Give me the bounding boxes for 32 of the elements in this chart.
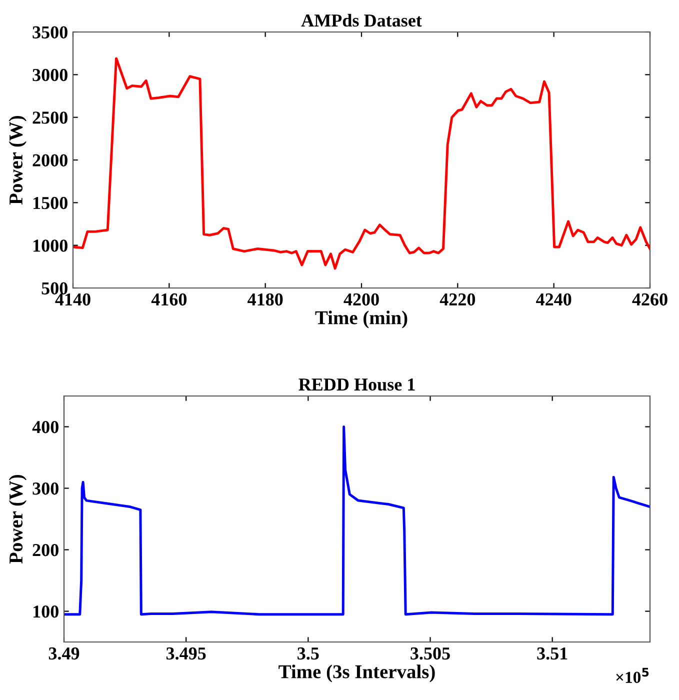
y-axis-title: Power (W) (8, 474, 26, 564)
line-series (64, 426, 650, 616)
x-tick-label: 4160 (151, 293, 187, 306)
y-tick-label: 400 (32, 421, 58, 434)
y-tick-label: 100 (34, 606, 58, 618)
y-tick-label: 2500 (32, 112, 68, 124)
x-tick-label: 4260 (632, 293, 668, 306)
y-tick-label: 3500 (32, 26, 68, 38)
x-axis-title: Time (min) (315, 310, 408, 328)
y-tick-label: 300 (32, 482, 58, 495)
y-tick-label: 500 (42, 282, 68, 294)
x-tick-label: 3.495 (166, 647, 206, 660)
y-tick-label: 2000 (32, 154, 68, 166)
x-tick-label: 4200 (344, 293, 379, 306)
x-tick-label: 3.5 (298, 647, 319, 660)
text: ×10$^{5}$ (616, 668, 649, 683)
y-tick-label: 1000 (33, 240, 68, 252)
x-axis-title: Time (3s Intervals) (278, 664, 435, 682)
chart-title: REDD House 1 (298, 378, 415, 391)
x-tick-label: 4240 (536, 293, 572, 306)
x-tick-label: 4220 (440, 293, 476, 306)
x-tick-label: 3.505 (410, 647, 450, 660)
x-tick-label: 4140 (55, 293, 90, 306)
x-tick-label: 3.49 (48, 647, 80, 660)
y-tick-label: 3000 (32, 68, 68, 82)
line-series (73, 57, 650, 270)
chart-title: AMPds Dataset (301, 14, 422, 27)
x-tick-label: 4180 (248, 293, 283, 306)
y-tick-label: 200 (32, 544, 58, 556)
x-tick-label: 3.51 (537, 647, 568, 660)
y-axis-title: Power (W) (8, 116, 26, 205)
y-tick-label: 1500 (33, 196, 68, 210)
